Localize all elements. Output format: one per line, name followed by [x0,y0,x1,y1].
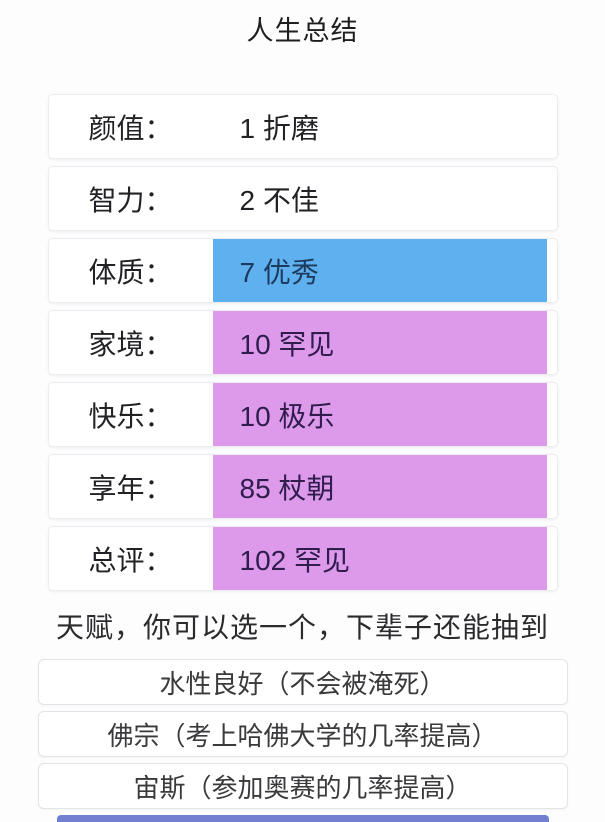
talent-option-button[interactable]: 水性良好（不会被淹死） [37,659,568,705]
talent-option-label: 宙斯（参加奥赛的几率提高） [133,772,472,803]
stat-row: 享年： 85 杖朝 [47,454,558,519]
stat-value: 10 罕见 [212,311,547,374]
stat-row: 智力： 2 不佳 [47,166,558,231]
stat-row: 体质： 7 优秀 [47,238,558,303]
bottom-button-edge[interactable] [56,815,549,822]
stat-value: 1 折磨 [239,112,319,144]
talent-option-button[interactable]: 佛宗（考上哈佛大学的几率提高） [37,711,568,757]
stat-label: 颜值： [88,112,173,144]
stat-row: 总评： 102 罕见 [47,526,558,591]
stat-label: 体质： [88,256,173,288]
stat-row: 颜值： 1 折磨 [47,94,558,159]
stat-value: 2 不佳 [239,184,319,216]
stat-label: 享年： [88,472,173,504]
talent-option-button[interactable]: 宙斯（参加奥赛的几率提高） [37,763,568,809]
stat-value: 85 杖朝 [212,455,547,518]
stat-row: 快乐： 10 极乐 [47,382,558,447]
stat-label: 家境： [88,328,173,360]
page-title: 人生总结 [246,16,359,46]
stat-label: 快乐： [88,400,173,432]
life-summary-list: 颜值： 1 折磨 智力： 2 不佳 体质： 7 优秀 家境： 10 罕见 快乐：… [47,94,558,591]
stat-label: 智力： [88,184,173,216]
stat-value: 7 优秀 [212,239,547,302]
talent-hint-text: 天赋，你可以选一个，下辈子还能抽到 [55,612,549,643]
stat-value: 10 极乐 [212,383,547,446]
stat-row: 家境： 10 罕见 [47,310,558,375]
talent-option-label: 水性良好（不会被淹死） [159,668,446,699]
talent-option-label: 佛宗（考上哈佛大学的几率提高） [107,720,498,751]
stat-value: 102 罕见 [212,527,547,590]
talent-options-list: 水性良好（不会被淹死） 佛宗（考上哈佛大学的几率提高） 宙斯（参加奥赛的几率提高… [37,659,568,809]
stat-label: 总评： [88,544,173,576]
